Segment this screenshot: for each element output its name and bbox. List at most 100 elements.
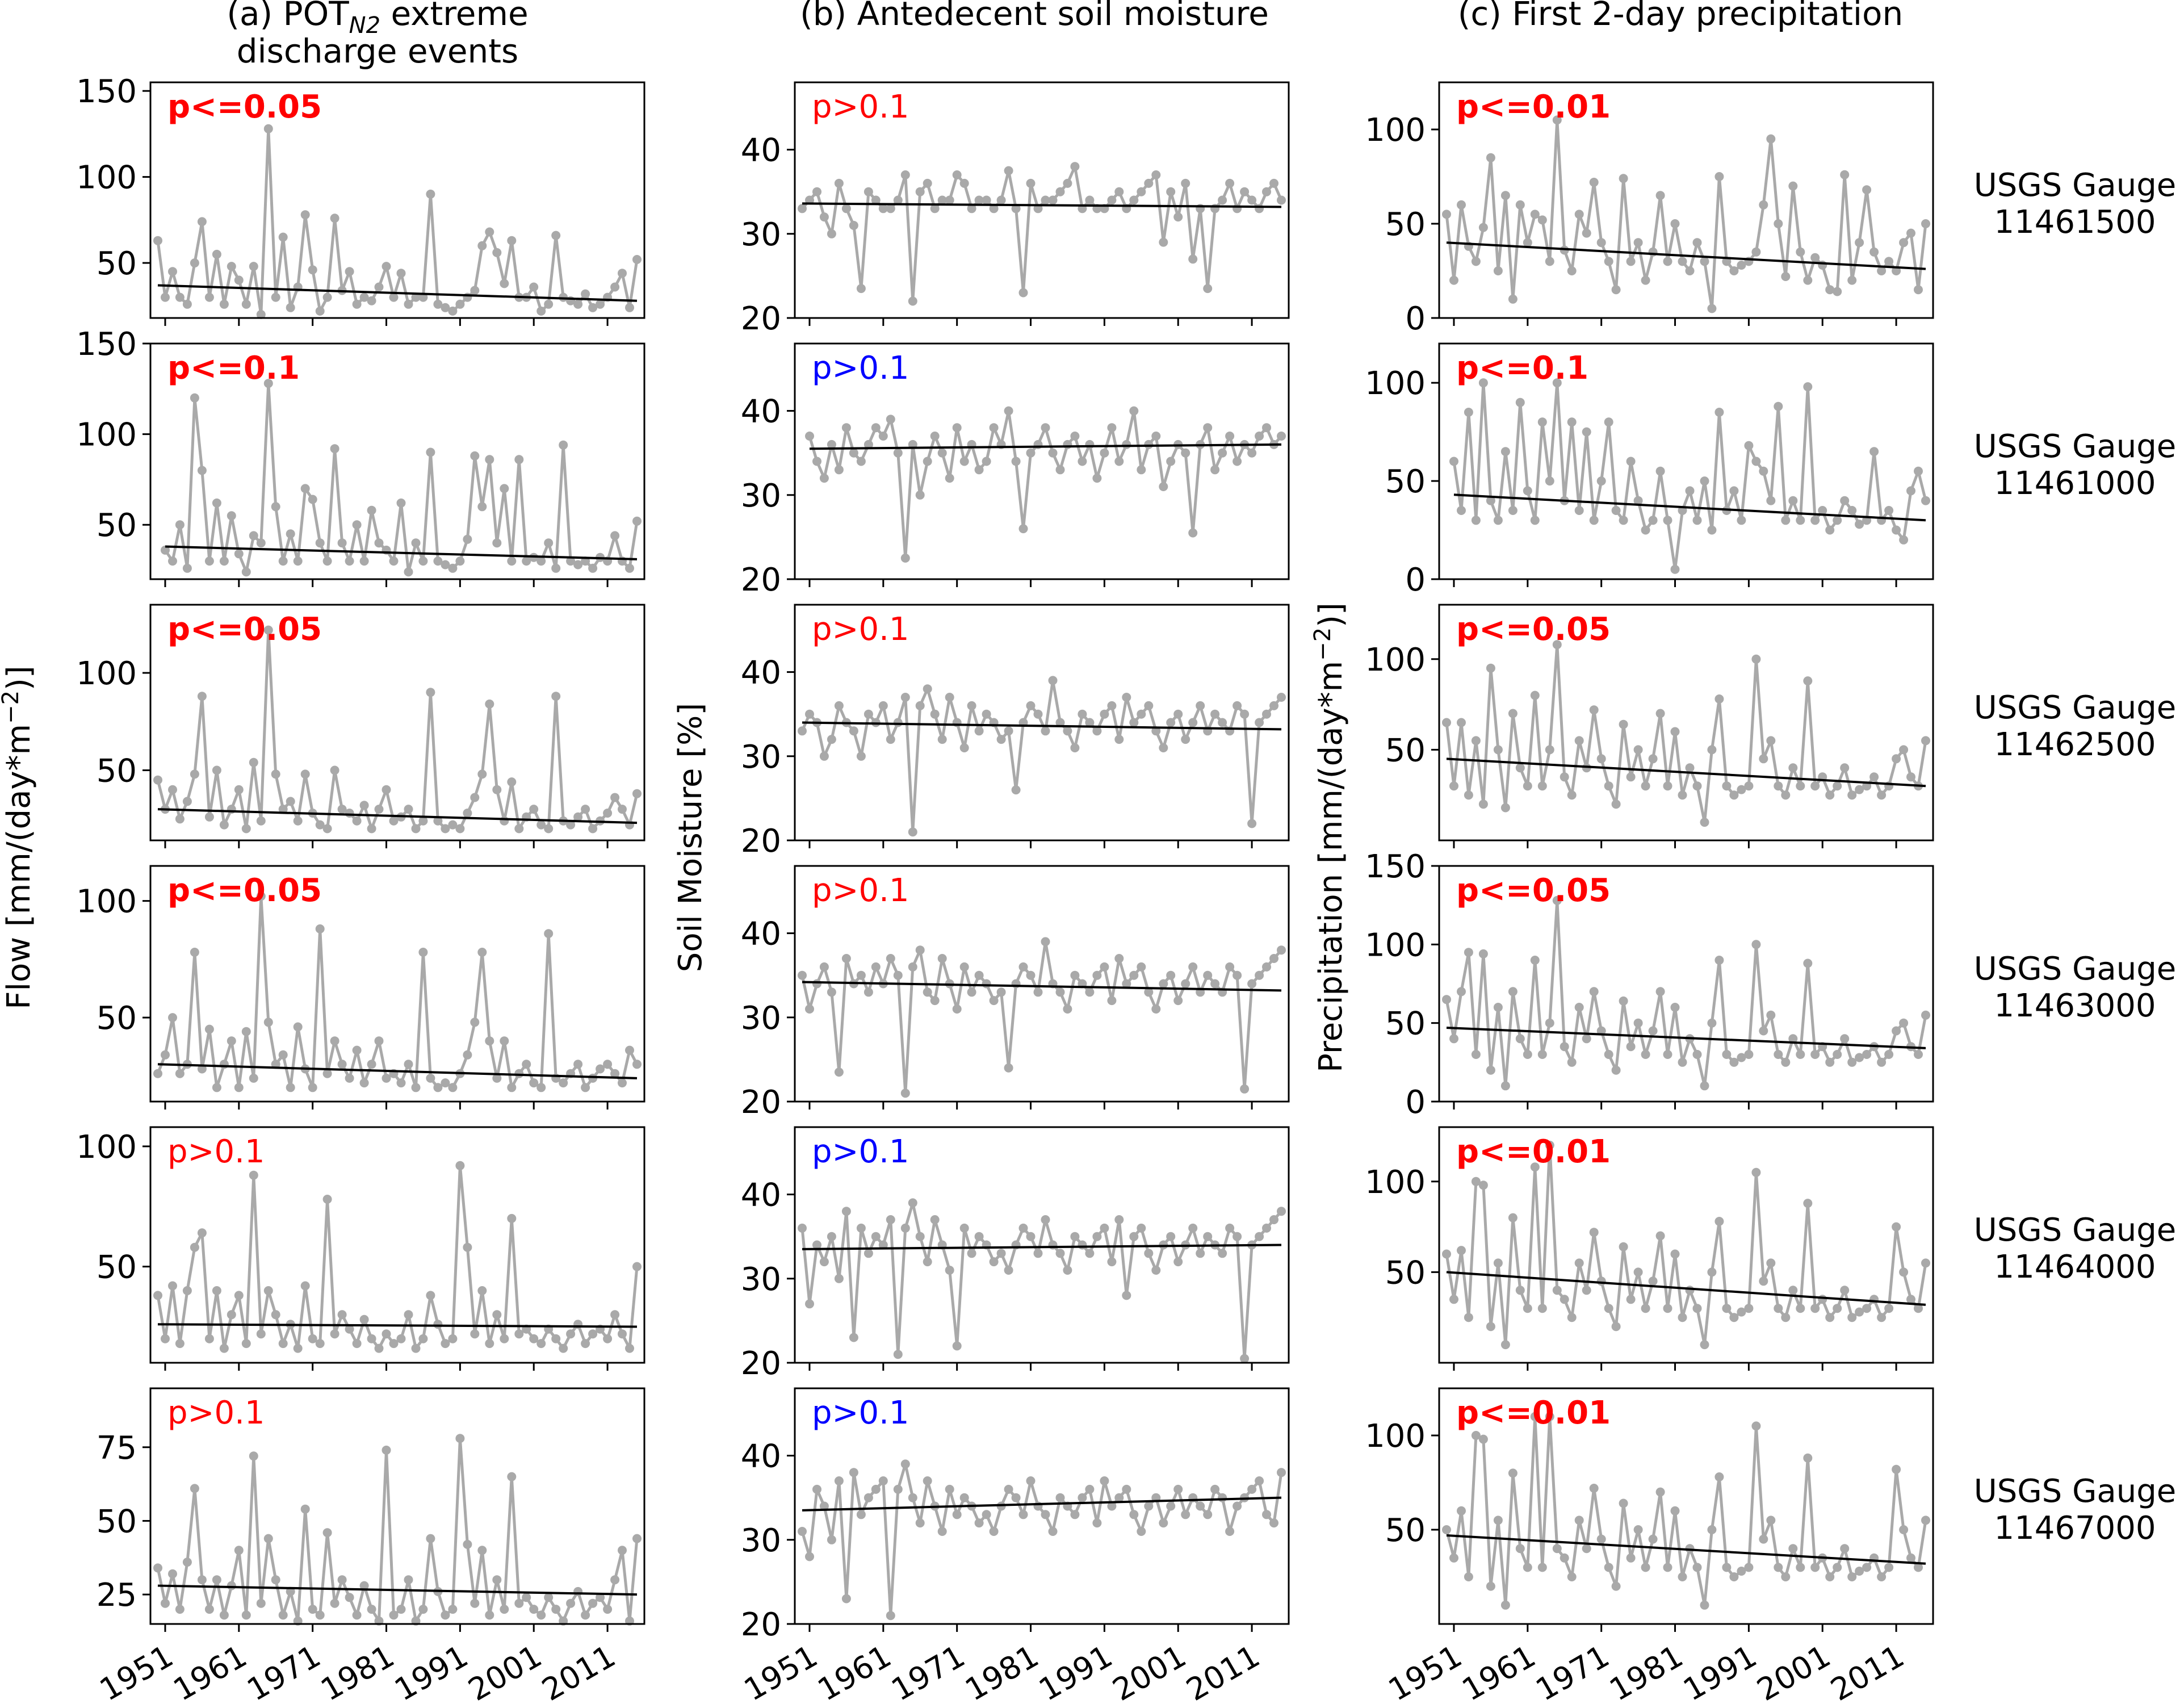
data-point [308,1605,317,1614]
data-point [352,1045,362,1055]
data-point [227,262,236,271]
data-point [278,1339,288,1349]
data-point [300,1281,310,1291]
data-point [418,1605,428,1614]
data-point [1004,1266,1013,1275]
data-point [1196,1501,1205,1511]
data-point [625,1343,634,1353]
data-point [161,1598,170,1608]
data-point [411,292,421,302]
data-point [849,1468,858,1477]
data-point [470,793,480,802]
data-point [1166,187,1176,196]
data-point [1277,1207,1286,1216]
data-point [1269,954,1278,963]
data-point [1262,1223,1271,1233]
data-point [1181,735,1190,744]
data-point [989,1257,999,1267]
data-point [827,439,836,449]
data-point [234,1083,244,1092]
x-tick-label: 2001 [1751,1638,1837,1708]
gauge-label-6-id: 11467000 [1994,1510,2156,1547]
data-point [1471,1177,1481,1186]
data-point [967,987,976,997]
data-point [1803,275,1813,285]
data-point [1655,466,1665,476]
data-point [1641,1304,1650,1313]
panel-frame [794,1126,1290,1364]
y-tick-label: 30 [741,1261,781,1298]
data-point [893,970,903,980]
data-point [1818,1295,1827,1304]
data-point [1041,195,1050,205]
data-point [1552,895,1562,905]
data-point [1670,564,1680,574]
data-point [448,1083,458,1092]
data-point [1655,1487,1665,1497]
data-point [1825,525,1835,535]
data-point [382,262,391,271]
data-point [1262,709,1271,719]
data-point [1899,745,1909,755]
data-point [1862,1563,1872,1572]
data-point [1196,701,1205,710]
data-point [1486,663,1495,673]
data-point [1840,496,1850,505]
data-point [923,457,932,466]
data-point [1233,970,1242,980]
panel-frame [149,342,645,580]
data-point [1070,1232,1080,1241]
data-point [1574,1003,1584,1012]
x-tick-label: 1971 [1530,1638,1616,1708]
data-point [1788,181,1798,191]
data-point [625,563,634,573]
y-tick-label: 100 [1365,112,1426,149]
data-point [1173,996,1183,1006]
data-point [227,1310,236,1320]
data-point [359,556,369,566]
data-point [263,1286,273,1295]
data-point [1144,1501,1154,1511]
data-point [878,1476,888,1485]
x-tick-label: 1951 [1382,1638,1468,1708]
panel-soil-11462500: 20 30 40 p>0.1 [741,604,1290,860]
data-point [1085,718,1095,727]
data-point [551,692,561,701]
data-point [330,214,339,223]
data-point [492,538,502,548]
data-point [1449,1553,1458,1563]
data-point [492,1310,502,1320]
data-point [256,1598,266,1608]
data-point [1055,187,1065,196]
data-point [1070,970,1080,980]
data-point [596,1064,605,1074]
p-value-label: p<=0.1 [167,350,300,387]
data-point [1892,1222,1901,1232]
data-point [1137,1223,1146,1233]
data-point [426,1291,435,1300]
data-point [1921,1010,1930,1020]
data-point [1862,1304,1872,1313]
data-point [514,1598,524,1608]
data-point [1847,506,1857,515]
data-point [1004,406,1013,416]
data-point [536,1610,546,1620]
y-tick-label: 40 [741,1438,781,1475]
data-point [974,465,984,475]
data-point [1714,956,1724,965]
data-point [1552,115,1562,125]
data-point [293,556,303,566]
data-point [426,189,435,199]
data-point [278,556,288,566]
data-point [1166,457,1176,466]
data-point [1092,970,1102,980]
data-point [1582,228,1591,238]
trend-line [802,1496,1282,1512]
data-point [1700,257,1709,266]
data-point [404,1060,413,1069]
data-point [1781,790,1791,800]
panel-flow-11461500: 50 100 150 p<=0.05 [76,73,645,326]
data-point [1803,382,1813,392]
data-point [952,423,962,433]
data-point [871,423,881,433]
